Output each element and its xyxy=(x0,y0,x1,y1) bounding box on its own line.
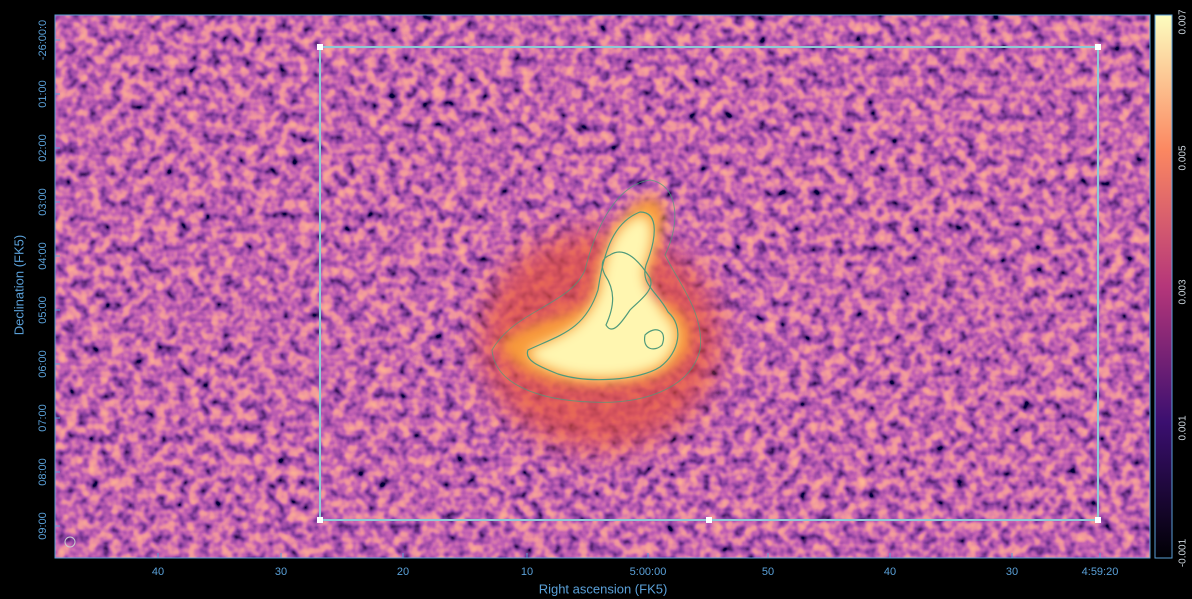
x-tick-label: 5:00:00 xyxy=(630,566,667,578)
x-tick-label: 4:59:20 xyxy=(1082,566,1119,578)
x-tick-label: 40 xyxy=(884,566,896,578)
x-tick-label: 20 xyxy=(397,566,409,578)
x-tick-label: 10 xyxy=(521,566,533,578)
y-tick-label: 08:00 xyxy=(37,458,49,486)
colorbar-tick-label: -0.001 xyxy=(1178,538,1189,567)
y-tick-label: 09:00 xyxy=(37,512,49,540)
y-tick-label: 01:00 xyxy=(37,80,49,108)
colorbar-tick-label: 0.003 xyxy=(1178,279,1189,304)
y-tick-label: 02:00 xyxy=(37,134,49,162)
x-tick-label: 50 xyxy=(762,566,774,578)
page: Right ascension (FK5) Declination (FK5) … xyxy=(0,0,1192,599)
colorbar-tick-label: 0.001 xyxy=(1178,415,1189,440)
y-tick-label: 06:00 xyxy=(37,350,49,378)
y-tick-label: 07:00 xyxy=(37,404,49,432)
viewer: Right ascension (FK5) Declination (FK5) … xyxy=(0,0,1192,599)
handle[interactable] xyxy=(706,517,712,523)
handle[interactable] xyxy=(317,44,323,50)
x-tick-label: 30 xyxy=(275,566,287,578)
x-tick-label: 40 xyxy=(152,566,164,578)
colorbar-tick-label: 0.005 xyxy=(1178,145,1189,170)
y-tick-label: 03:00 xyxy=(37,188,49,216)
y-axis-label: Declination (FK5) xyxy=(11,235,26,335)
y-tick-label: 04:00 xyxy=(37,242,49,270)
handle[interactable] xyxy=(317,517,323,523)
y-tick-label: -26:00:0 xyxy=(37,20,49,60)
colorbar xyxy=(1155,15,1172,558)
handle[interactable] xyxy=(1095,44,1101,50)
handle[interactable] xyxy=(1095,517,1101,523)
colorbar-tick-label: 0.007 xyxy=(1178,9,1189,34)
x-tick-label: 30 xyxy=(1006,566,1018,578)
x-axis-label: Right ascension (FK5) xyxy=(539,581,668,596)
y-tick-label: 05:00 xyxy=(37,296,49,324)
image xyxy=(55,15,1150,558)
